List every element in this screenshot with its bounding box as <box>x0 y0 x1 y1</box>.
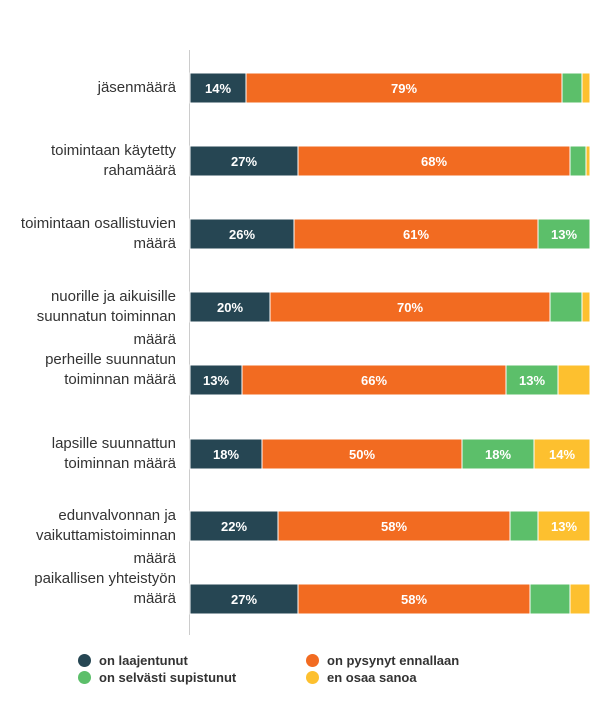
category-label: määrä perheille suunnatun toiminnan määrä <box>0 330 176 390</box>
bar-segment <box>533 438 591 470</box>
legend-item: on pysynyt ennallaan <box>306 653 459 668</box>
data-label: 14% <box>549 447 575 462</box>
category-label: määrä paikallisen yhteistyön määrä <box>0 549 176 609</box>
category-label-line: rahamäärä <box>103 162 176 179</box>
bar-segment <box>269 291 551 323</box>
bar-segment <box>509 510 539 542</box>
category-label-line: toiminnan määrä <box>64 455 176 472</box>
data-label: 27% <box>231 154 257 169</box>
category-label-line: lapsille suunnattun <box>51 435 176 452</box>
category-label-line: toimintaan osallistuvien <box>20 215 176 232</box>
bar-segment <box>245 72 563 104</box>
bar-segment <box>569 583 591 615</box>
data-label: 68% <box>421 154 447 169</box>
category-label-line: määrä <box>133 331 176 348</box>
category-label: toimintaan osallistuvien määrä <box>0 214 176 254</box>
bar-segment <box>561 72 583 104</box>
category-label-line: määrä <box>133 550 176 567</box>
bar-segment <box>261 438 463 470</box>
data-label: 18% <box>485 447 511 462</box>
legend-marker <box>78 654 91 667</box>
data-label: 27% <box>231 592 257 607</box>
data-label: 66% <box>361 373 387 388</box>
bar-segment <box>297 145 571 177</box>
bar-segment <box>569 145 587 177</box>
bar-segment <box>549 291 583 323</box>
legend-item: on laajentunut <box>78 653 188 668</box>
legend-label: en osaa sanoa <box>327 670 417 685</box>
bar-segment <box>537 510 591 542</box>
category-label-line: toimintaan käytetty <box>50 142 176 159</box>
category-label-line: suunnatun toiminnan <box>36 308 176 325</box>
category-label-line: toiminnan määrä <box>64 371 176 388</box>
data-label: 13% <box>203 373 229 388</box>
legend-item: on selvästi supistunut <box>78 670 236 685</box>
data-label: 70% <box>397 300 423 315</box>
data-label: 13% <box>551 227 577 242</box>
bar-segment <box>293 218 539 250</box>
legend-marker <box>306 654 319 667</box>
bar-segment <box>505 364 559 396</box>
bar-segment <box>189 291 271 323</box>
category-label: nuorille ja aikuisille suunnatun toiminna… <box>0 287 176 327</box>
stacked-bar-chart: 14% 79% 27% 68% 26% 61% 13% 20% 70% 13% 66% 13% 18% 5… <box>189 50 591 635</box>
data-label: 14% <box>205 81 231 96</box>
legend-label: on pysynyt ennallaan <box>327 653 460 668</box>
category-label-line: nuorille ja aikuisille <box>50 288 176 305</box>
category-label: lapsille suunnattun toiminnan määrä <box>0 434 176 474</box>
category-label: toimintaan käytetty rahamäärä <box>0 141 176 181</box>
data-label: 13% <box>519 373 545 388</box>
category-label-line: perheille suunnatun <box>45 351 176 368</box>
data-label: 26% <box>229 227 255 242</box>
category-label-line: edunvalvonnan ja <box>58 507 176 524</box>
legend-marker <box>306 671 319 684</box>
category-label: edunvalvonnan ja vaikuttamistoiminnan <box>0 506 176 546</box>
legend-label: on laajentunut <box>99 653 188 668</box>
legend-marker <box>78 671 91 684</box>
category-label: jäsenmäärä <box>0 78 176 98</box>
bar-segment <box>461 438 535 470</box>
data-label: 13% <box>551 519 577 534</box>
bar-segment <box>581 72 591 104</box>
bar-segment <box>189 145 299 177</box>
category-label-line: paikallisen yhteistyön <box>34 570 176 587</box>
data-label: 50% <box>349 447 375 462</box>
bar-segment <box>277 510 511 542</box>
bar-segment <box>585 145 591 177</box>
bar-segment <box>189 510 279 542</box>
category-label-line: vaikuttamistoiminnan <box>35 527 176 544</box>
bar-segment <box>537 218 591 250</box>
data-label: 61% <box>403 227 429 242</box>
bar-segment <box>241 364 507 396</box>
legend-label: on selvästi supistunut <box>99 670 237 685</box>
data-label: 79% <box>391 81 417 96</box>
bar-segment <box>189 364 243 396</box>
bar-segment <box>581 291 591 323</box>
category-label-line: määrä <box>133 235 176 252</box>
data-label: 58% <box>401 592 427 607</box>
legend-item: en osaa sanoa <box>306 670 417 685</box>
data-label: 20% <box>217 300 243 315</box>
bar-segment <box>529 583 571 615</box>
bar-segment <box>557 364 591 396</box>
category-label-line: jäsenmäärä <box>97 79 176 96</box>
data-label: 22% <box>221 519 247 534</box>
legend: on laajentunut on pysynyt ennallaan on sel… <box>78 653 498 693</box>
bar-segment <box>189 438 263 470</box>
data-label: 18% <box>213 447 239 462</box>
data-label: 58% <box>381 519 407 534</box>
category-label-line: määrä <box>133 590 176 607</box>
